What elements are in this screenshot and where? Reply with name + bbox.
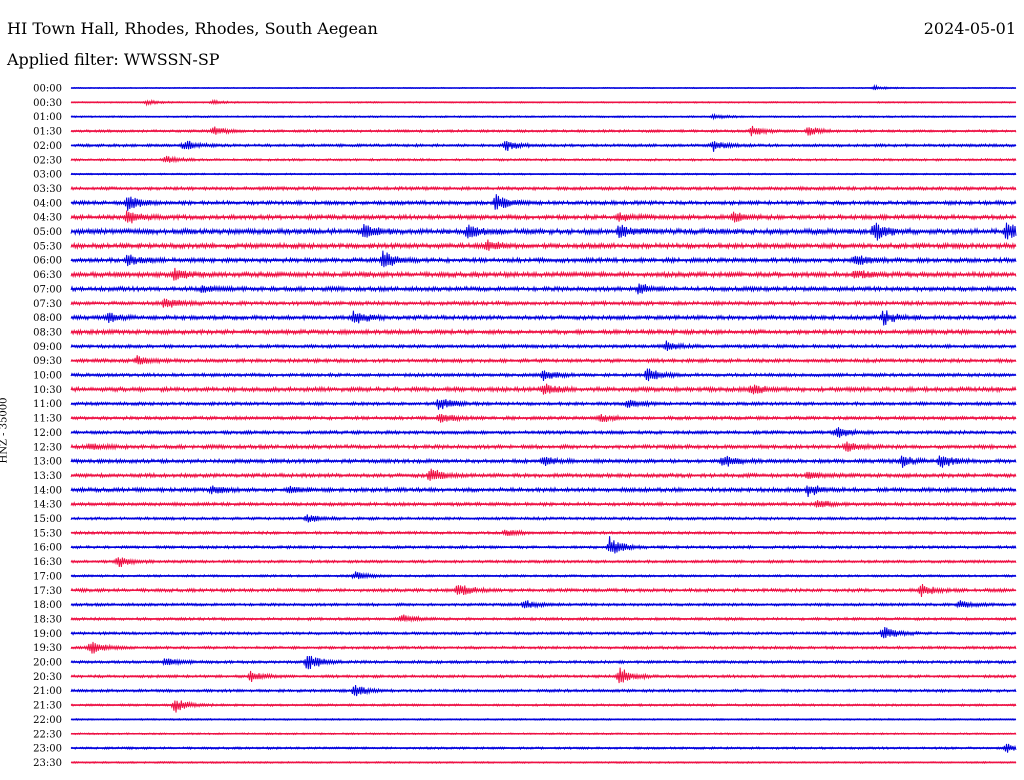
- trace-line: [70, 355, 1017, 365]
- trace-line: [70, 700, 1017, 713]
- row-time-label: 09:00: [33, 342, 62, 353]
- row-time-label: 02:00: [33, 141, 62, 152]
- trace-line: [70, 500, 1017, 508]
- row-time-label: 07:30: [33, 299, 62, 310]
- trace-line: [70, 413, 1017, 423]
- row-time-label: 12:00: [33, 428, 62, 439]
- trace-line: [70, 614, 1017, 623]
- row-time-label: 03:30: [33, 184, 62, 195]
- row-time-label: 06:00: [33, 256, 62, 267]
- row-time-label: 23:00: [33, 744, 62, 755]
- row-time-label: 18:30: [33, 614, 62, 625]
- row-time-label: 14:30: [33, 500, 62, 511]
- row-time-label: 17:30: [33, 586, 62, 597]
- row-time-label: 23:30: [33, 758, 62, 769]
- row-time-label: 01:30: [33, 127, 62, 138]
- trace-line: [70, 239, 1017, 251]
- row-time-label: 01:00: [33, 112, 62, 123]
- trace-line: [70, 222, 1017, 241]
- row-time-label: 11:30: [33, 414, 62, 425]
- row-time-label: 04:00: [33, 198, 62, 209]
- row-time-label: 10:30: [33, 385, 62, 396]
- trace-line: [70, 455, 1017, 468]
- trace-line: [70, 584, 1017, 598]
- row-time-label: 20:30: [33, 672, 62, 683]
- row-time-label: 08:30: [33, 327, 62, 338]
- row-time-label: 02:30: [33, 155, 62, 166]
- row-time-label: 09:30: [33, 356, 62, 367]
- row-time-label: 11:00: [33, 399, 62, 410]
- row-time-label: 21:30: [33, 701, 62, 712]
- trace-line: [70, 536, 1017, 554]
- row-time-label: 19:00: [33, 629, 62, 640]
- row-time-label: 14:00: [33, 485, 62, 496]
- y-axis-label: HNZ - 35000: [0, 397, 10, 464]
- station-title: HI Town Hall, Rhodes, Rhodes, South Aege…: [7, 19, 378, 38]
- row-time-label: 05:30: [33, 241, 62, 252]
- trace-line: [70, 140, 1017, 152]
- row-time-label: 19:30: [33, 643, 62, 654]
- row-time-label: 04:30: [33, 213, 62, 224]
- row-time-label: 20:00: [33, 658, 62, 669]
- row-time-label: 08:00: [33, 313, 62, 324]
- row-time-label: 15:00: [33, 514, 62, 525]
- row-time-label: 17:00: [33, 571, 62, 582]
- row-time-label: 16:30: [33, 557, 62, 568]
- plot-date: 2024-05-01: [923, 19, 1016, 38]
- row-time-label: 12:30: [33, 442, 62, 453]
- trace-line: [70, 667, 1017, 684]
- row-time-label: 00:00: [33, 84, 62, 95]
- row-time-label: 16:00: [33, 543, 62, 554]
- trace-line: [70, 383, 1017, 395]
- row-time-label: 00:30: [33, 98, 62, 109]
- row-time-label: 21:00: [33, 686, 62, 697]
- row-time-label: 10:00: [33, 371, 62, 382]
- trace-line: [70, 485, 1017, 497]
- row-time-label: 15:30: [33, 528, 62, 539]
- trace-line: [70, 427, 1017, 438]
- row-time-label: 22:00: [33, 715, 62, 726]
- row-time-label: 05:00: [33, 227, 62, 238]
- row-time-label: 13:30: [33, 471, 62, 482]
- row-time-label: 18:00: [33, 600, 62, 611]
- filter-label: Applied filter: WWSSN-SP: [7, 50, 220, 69]
- trace-line: [70, 250, 1017, 268]
- row-time-label: 13:00: [33, 457, 62, 468]
- row-time-label: 03:00: [33, 170, 62, 181]
- row-time-label: 06:30: [33, 270, 62, 281]
- row-time-label: 22:30: [33, 729, 62, 740]
- row-time-label: 07:00: [33, 284, 62, 295]
